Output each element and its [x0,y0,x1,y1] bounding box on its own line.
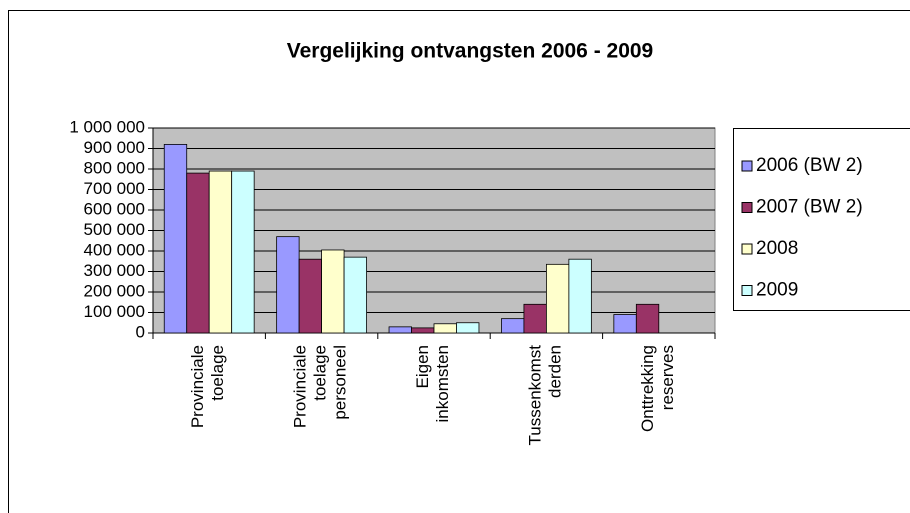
bar [411,327,435,334]
y-tick-label: 500 000 [84,220,145,239]
legend [733,128,910,311]
legend-label: 2006 (BW 2) [756,155,863,176]
bar [546,263,570,334]
bar [568,258,592,334]
y-tick-label: 900 000 [84,138,145,157]
x-tick-label-line: toelage [311,345,330,401]
bar [433,323,457,334]
x-tick-label-line: Eigen [413,345,432,388]
legend-swatch [741,202,753,213]
x-tick-label: Provincialetoelage [189,345,228,428]
chart-title: Vergelijking ontvangsten 2006 - 2009 [287,40,654,63]
x-tick-label-line: toelage [209,345,228,401]
x-tick-label-line: Onttrekking [638,345,657,432]
y-tick-label: 300 000 [84,261,145,280]
x-tick-label-line: Provinciale [291,345,310,428]
x-tick-label-line: Provinciale [189,345,208,428]
x-tick-label: Provincialetoelagepersoneel [291,345,350,428]
legend-label: 2008 [756,238,798,259]
bar [343,256,367,334]
bar [298,258,322,334]
bar [635,303,660,334]
y-tick-label: 200 000 [84,281,145,300]
x-tick-label: Onttrekkingreserves [638,345,677,432]
legend-swatch [741,243,753,255]
x-tick-label-line: Tussenkomst [526,345,545,446]
bar [613,314,637,334]
bar [186,172,210,334]
bar [388,326,412,334]
bar [276,236,300,334]
bar [456,322,480,334]
bar [501,318,525,334]
x-tick-label: Tussenkomstderden [526,345,565,446]
x-tick-label-line: reserves [658,345,677,410]
bar [231,170,255,334]
legend-swatch [741,285,753,296]
legend-label: 2009 [756,280,798,301]
y-tick-label: 0 [136,322,145,341]
y-tick-label: 800 000 [84,158,145,177]
y-tick-label: 600 000 [84,199,145,218]
x-tick-label-line: derden [546,345,565,398]
x-tick-label-line: inkomsten [433,345,452,422]
x-tick-label-line: personeel [331,345,350,420]
bar [321,249,345,334]
legend-label: 2007 (BW 2) [756,197,863,218]
y-tick-label: 100 000 [84,302,145,321]
bar [208,170,233,334]
legend-swatch [741,160,753,172]
bar [523,303,547,334]
x-tick-label: Eigeninkomsten [413,345,452,422]
bar [163,143,188,334]
y-tick-label: 700 000 [84,179,145,198]
y-tick-label: 400 000 [84,240,145,259]
y-tick-label: 1 000 000 [69,117,145,136]
